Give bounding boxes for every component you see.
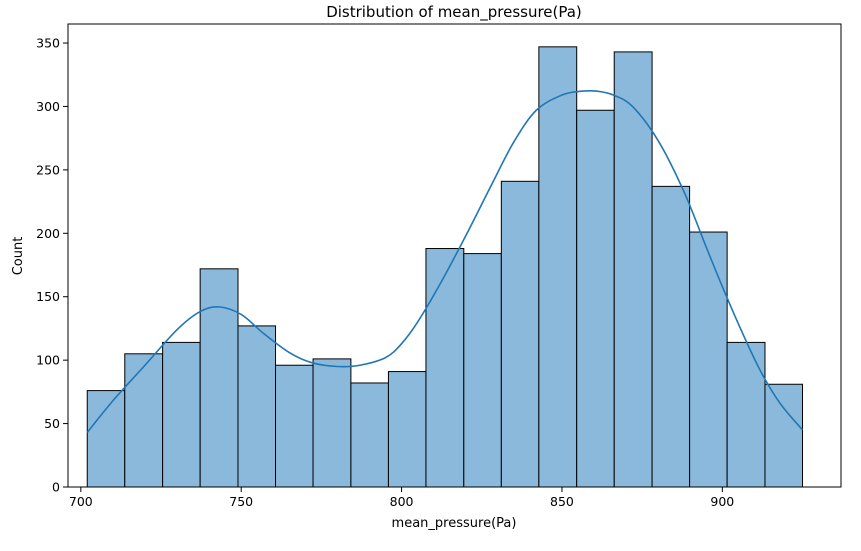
histogram-bar [312, 358, 352, 488]
histogram-bar [86, 390, 126, 488]
x-tick-label: 900 [710, 494, 734, 509]
histogram-bars [86, 46, 804, 488]
y-tick-label: 150 [36, 289, 60, 304]
histogram-bar [162, 341, 201, 488]
x-tick-label: 750 [229, 494, 253, 509]
histogram-bar [538, 46, 578, 488]
chart-title: Distribution of mean_pressure(Pa) [326, 3, 582, 22]
histogram-bar [613, 51, 653, 488]
histogram-bar [350, 382, 389, 488]
histogram-bar [275, 364, 314, 488]
plot-frame [67, 23, 842, 488]
kde-curve-group [86, 89, 804, 433]
y-tick-label: 100 [36, 353, 60, 368]
y-tick-label: 200 [36, 226, 60, 241]
histogram-bar [576, 109, 615, 488]
histogram-bar [689, 231, 728, 488]
x-tick-label: 850 [550, 494, 574, 509]
x-tick-label: 800 [390, 494, 414, 509]
histogram-bar [651, 185, 691, 488]
histogram-bar [726, 341, 766, 488]
histogram-bar [764, 383, 804, 488]
y-tick-label: 300 [36, 99, 60, 114]
x-axis-ticks: 700 750 800 850 900 [69, 487, 734, 509]
histogram-bar [425, 248, 465, 488]
y-tick-label: 50 [44, 416, 60, 431]
histogram-bar [237, 325, 277, 488]
y-axis-ticks: 0 50 100 150 200 250 300 350 [36, 36, 68, 495]
y-tick-label: 250 [36, 162, 60, 177]
histogram-bar [199, 268, 239, 488]
y-axis-label: Count [11, 237, 26, 276]
x-tick-label: 700 [69, 494, 93, 509]
kde-curve [86, 89, 804, 433]
y-tick-label: 0 [52, 480, 60, 495]
histogram-bar [387, 371, 427, 488]
x-axis-label: mean_pressure(Pa) [392, 516, 517, 531]
histogram-bar [500, 180, 540, 488]
histogram-bar [463, 253, 502, 488]
histogram-bar [124, 353, 164, 488]
y-tick-label: 350 [36, 36, 60, 51]
